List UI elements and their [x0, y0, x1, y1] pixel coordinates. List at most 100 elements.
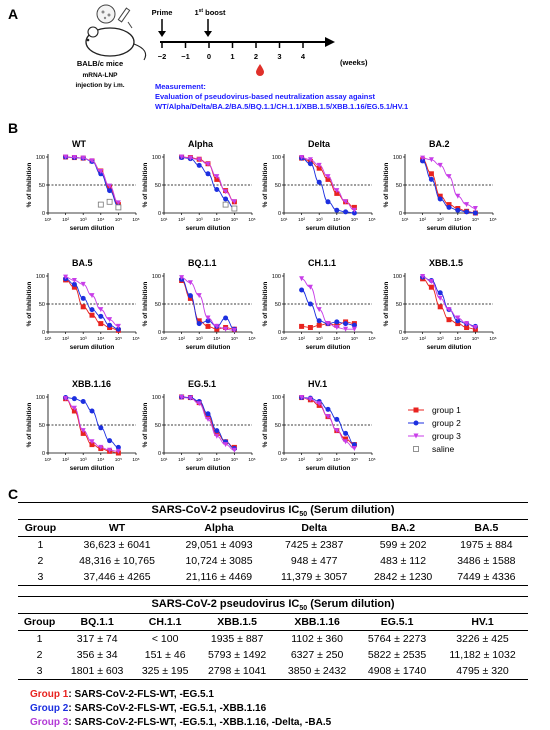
data-point — [428, 157, 434, 163]
data-point — [343, 321, 349, 327]
x-tick-label: 10¹ — [45, 336, 52, 342]
data-point — [107, 183, 113, 189]
chart-panel-ba-2: BA.2 0 50 100 10¹ 10² 10³ 10⁴ 10⁵ 10⁶ % of Inhibit… — [383, 139, 497, 232]
table-cell: 5764 ± 2273 — [367, 633, 427, 645]
data-point — [316, 179, 322, 185]
data-point — [413, 446, 419, 452]
x-tick-label: 10⁵ — [231, 336, 238, 342]
y-tick-label: 50 — [155, 183, 161, 189]
chart-title: HV.1 — [308, 379, 327, 389]
data-point — [63, 154, 69, 160]
x-tick-label: 10³ — [437, 336, 444, 342]
data-point — [446, 307, 452, 313]
data-point — [428, 279, 434, 285]
data-point — [420, 155, 426, 161]
data-point — [428, 176, 434, 182]
table-cell: 356 ± 34 — [76, 649, 118, 661]
data-point — [205, 171, 211, 177]
x-tick-label: 10² — [178, 217, 185, 223]
data-point — [299, 155, 305, 161]
data-point — [89, 408, 95, 414]
chart-panel-wt: WT 0 50 100 10¹ 10² 10³ 10⁴ 10⁵ 10⁶ % of Inhibitio… — [26, 139, 140, 232]
data-point — [80, 428, 86, 434]
data-point — [89, 439, 95, 445]
data-point — [115, 448, 121, 454]
x-tick-label: 10³ — [196, 336, 203, 342]
y-tick-label: 100 — [152, 395, 161, 401]
y-tick-label: 0 — [278, 330, 281, 336]
fit-curve — [65, 156, 119, 207]
x-tick-label: 10⁶ — [132, 336, 139, 342]
data-point — [98, 313, 104, 319]
column-header: BA.2 — [361, 519, 445, 537]
mouse-label-3: injection by i.m. — [75, 82, 124, 89]
x-tick-label: 10² — [62, 336, 69, 342]
data-point — [351, 446, 357, 452]
chart-title: EG.5.1 — [188, 379, 216, 389]
column-header: Delta — [266, 519, 362, 537]
column-header: BQ.1.1 — [61, 613, 134, 631]
fit-curve — [65, 156, 119, 206]
mouse-label-2: mRNA-LNP — [82, 72, 118, 79]
y-tick-label: 50 — [155, 302, 161, 308]
data-point — [205, 315, 211, 321]
y-tick-label: 100 — [272, 395, 281, 401]
data-point — [214, 326, 220, 332]
data-point — [334, 319, 340, 325]
timeline-tick-label: 2 — [254, 52, 258, 61]
table-cell: 317 ± 74 — [76, 633, 118, 645]
data-point — [334, 207, 340, 213]
data-point — [80, 304, 86, 310]
data-point — [351, 207, 357, 213]
table-cell: 6327 ± 250 — [290, 649, 344, 661]
data-point — [307, 157, 313, 163]
ic50-table-1: SARS-CoV-2 pseudovirus IC50 (Serum dilut… — [18, 502, 528, 586]
data-point — [343, 436, 349, 442]
data-point — [71, 405, 77, 411]
data-point — [98, 307, 104, 313]
data-point — [464, 202, 470, 208]
table-cell: 2 — [37, 555, 44, 567]
x-tick-label: 10¹ — [281, 457, 288, 463]
x-tick-label: 10⁴ — [454, 336, 461, 342]
data-point — [205, 161, 211, 167]
data-point — [71, 155, 77, 161]
group-legend-item: Group 3: SARS-CoV-2-FLS-WT, -EG.5.1, -XB… — [30, 716, 331, 730]
legend-label: saline — [432, 444, 454, 454]
data-point — [89, 312, 95, 318]
data-point — [115, 204, 122, 211]
prime-arrowhead — [158, 31, 166, 37]
data-point — [455, 207, 461, 213]
data-point — [89, 293, 95, 299]
y-tick-label: 50 — [275, 183, 281, 189]
data-point — [223, 196, 229, 202]
x-axis-label: serum dilution — [70, 465, 115, 472]
table-cell: 599 ± 202 — [379, 539, 427, 551]
group-description: : SARS-CoV-2-FLS-WT, -EG.5.1 — [68, 689, 214, 700]
data-point — [115, 200, 121, 206]
y-axis-label: % of Inhibition — [262, 282, 269, 327]
data-point — [63, 396, 69, 402]
table-row: 2 356 ± 34 151 ± 46 5793 ± 1492 6327 ± 250 58… — [18, 647, 528, 663]
data-point — [205, 411, 211, 417]
table-row: 3 1801 ± 603 325 ± 195 2798 ± 1041 3850 ± 24… — [18, 663, 528, 680]
data-point — [231, 205, 238, 212]
x-tick-label: 10² — [419, 336, 426, 342]
x-axis-label: serum dilution — [427, 344, 472, 351]
data-point — [196, 321, 202, 327]
column-header: Alpha — [171, 519, 267, 537]
data-point — [231, 199, 237, 205]
data-point — [196, 162, 202, 168]
x-tick-label: 10¹ — [402, 217, 409, 223]
chart-legend: group 1 group 2 group 3 saline — [408, 405, 461, 454]
y-tick-label: 0 — [42, 451, 45, 457]
x-tick-label: 10⁴ — [454, 217, 461, 223]
data-point — [179, 275, 185, 281]
data-point — [464, 321, 470, 327]
data-point — [107, 322, 113, 328]
x-tick-label: 10⁶ — [248, 217, 255, 223]
data-point — [98, 169, 104, 175]
x-tick-label: 10⁶ — [248, 457, 255, 463]
data-point — [196, 157, 202, 163]
data-point — [420, 274, 426, 280]
